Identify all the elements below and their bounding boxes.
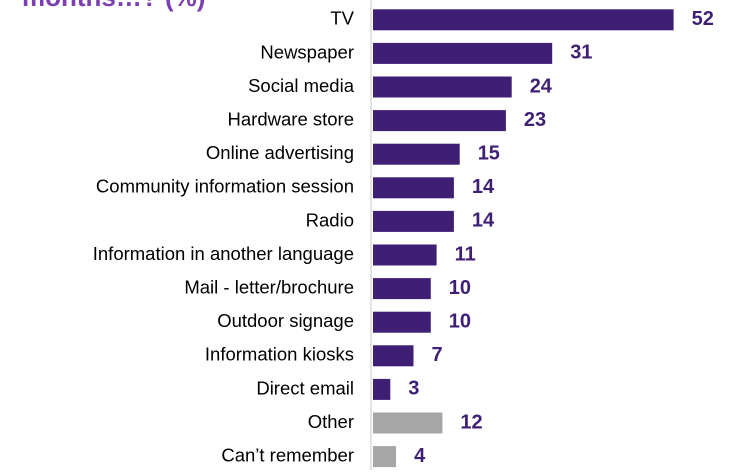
value-label: 15 (478, 142, 500, 164)
category-label: Newspaper (260, 41, 354, 62)
value-label: 14 (472, 176, 495, 198)
value-label: 23 (524, 109, 546, 131)
category-label: Social media (248, 75, 355, 96)
category-label: Can’t remember (221, 444, 354, 465)
bar (373, 210, 454, 232)
category-label: Outdoor signage (217, 310, 354, 331)
category-label: Other (308, 411, 354, 432)
value-label: 31 (570, 42, 592, 64)
category-label: Community information session (96, 176, 354, 197)
value-label: 52 (692, 8, 714, 30)
bar (373, 244, 437, 266)
category-label: Direct email (256, 377, 354, 398)
bar (373, 42, 553, 64)
value-label: 3 (408, 378, 419, 400)
bar (373, 345, 414, 367)
value-label: 24 (530, 75, 553, 97)
bar (373, 76, 512, 98)
category-label: Hardware store (228, 108, 354, 129)
value-label: 14 (472, 210, 495, 232)
category-labels-group: TV Newspaper Social media Hardware store Onl… (93, 8, 355, 466)
value-label: 11 (455, 243, 476, 265)
bars-group (373, 9, 674, 468)
bar (373, 311, 431, 333)
category-label: TV (330, 8, 354, 29)
bar (373, 110, 506, 132)
bar (373, 278, 431, 300)
chart-title-fragment: months…? (%) (22, 0, 205, 12)
value-label: 10 (449, 277, 471, 299)
category-label: Information kiosks (205, 344, 354, 365)
bar (373, 143, 460, 165)
category-label: Radio (306, 209, 354, 230)
value-label: 10 (449, 310, 471, 332)
bar (373, 177, 454, 199)
bar (373, 412, 443, 434)
value-label: 12 (460, 411, 482, 433)
value-label: 4 (414, 445, 426, 467)
value-label: 7 (432, 344, 443, 366)
category-label: Mail - letter/brochure (184, 276, 354, 297)
category-label: Online advertising (206, 142, 354, 163)
category-label: Information in another language (93, 243, 354, 264)
bar (373, 9, 674, 31)
bar (373, 378, 391, 400)
bar (373, 446, 397, 468)
